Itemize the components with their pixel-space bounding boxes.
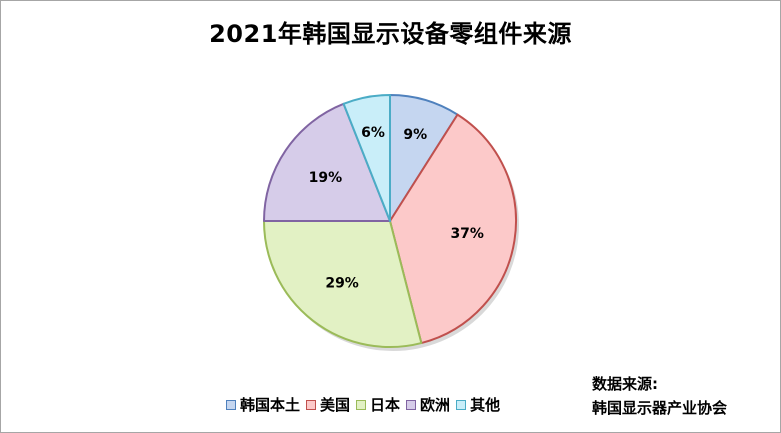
data-label-2: 37% bbox=[450, 226, 484, 242]
legend-swatch-4 bbox=[406, 399, 417, 410]
pie-slice-2 bbox=[389, 113, 517, 345]
legend-label-4: 欧洲 bbox=[420, 396, 451, 414]
pie-slice-4 bbox=[263, 102, 391, 222]
legend-item-3: 日本 bbox=[356, 394, 400, 415]
legend-label-1: 韩国本土 bbox=[240, 396, 301, 414]
legend-swatch-1 bbox=[226, 399, 236, 410]
data-label-4: 19% bbox=[309, 170, 343, 186]
legend-swatch-2 bbox=[306, 399, 317, 410]
legend-swatch-5 bbox=[456, 399, 467, 410]
legend-item-5: 其他 bbox=[456, 394, 500, 415]
legend-item-4: 欧洲 bbox=[406, 394, 450, 415]
legend-swatch-3 bbox=[356, 399, 367, 410]
chart-legend: 韩国本土 美国 日本 欧洲 其他 bbox=[226, 394, 506, 415]
data-label-1: 9% bbox=[403, 127, 427, 143]
legend-label-5: 其他 bbox=[470, 396, 501, 414]
legend-label-2: 美国 bbox=[320, 396, 351, 414]
legend-item-1: 韩国本土 bbox=[226, 394, 300, 415]
data-label-3: 29% bbox=[325, 276, 359, 292]
source-label: 数据来源: bbox=[592, 375, 658, 393]
source-name: 韩国显示器产业协会 bbox=[592, 399, 728, 417]
legend-label-3: 日本 bbox=[370, 396, 401, 414]
source-note: 数据来源: 韩国显示器产业协会 bbox=[592, 372, 727, 420]
pie-slice-3 bbox=[263, 220, 423, 348]
legend-item-2: 美国 bbox=[306, 394, 350, 415]
chart-title: 2021年韩国显示设备零组件来源 bbox=[209, 20, 572, 48]
data-label-5: 6% bbox=[361, 125, 385, 141]
pie-slice-5 bbox=[342, 94, 391, 222]
